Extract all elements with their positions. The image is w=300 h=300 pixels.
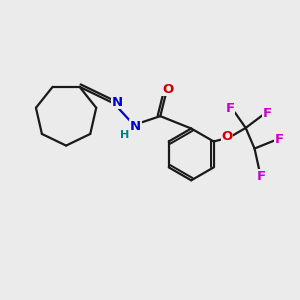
Text: N: N	[112, 95, 123, 109]
Text: O: O	[221, 130, 233, 143]
Text: N: N	[130, 120, 141, 133]
Text: H: H	[120, 130, 129, 140]
Text: F: F	[256, 170, 266, 183]
Text: F: F	[275, 133, 284, 146]
Text: F: F	[226, 102, 235, 115]
Text: O: O	[162, 82, 173, 95]
Text: F: F	[262, 107, 272, 120]
